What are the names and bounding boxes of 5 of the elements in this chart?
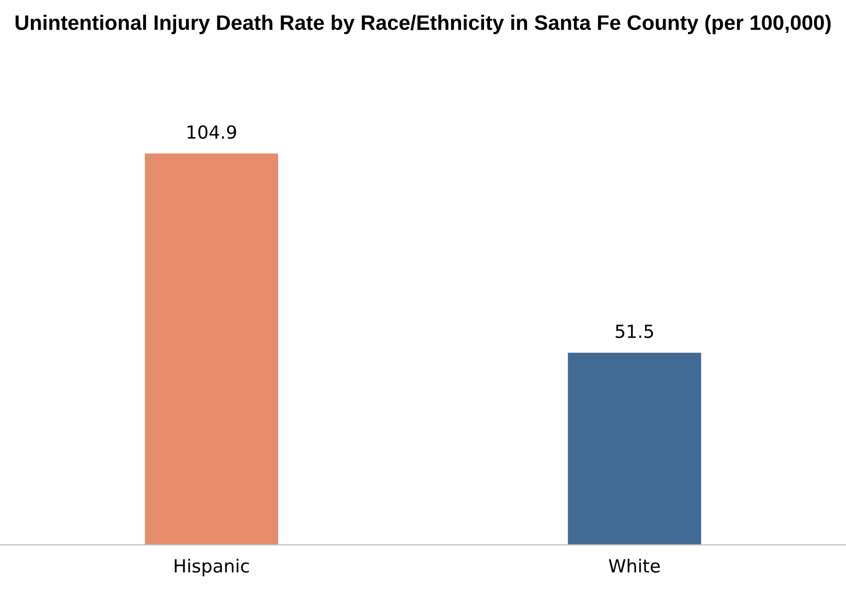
data-label: 51.5 (616, 324, 654, 338)
x-tick-label: Hispanic (174, 558, 249, 576)
data-label: 104.9 (188, 125, 236, 139)
chart-title: Unintentional Injury Death Rate by Race/Ethnicity in Santa Fe County (per 100,000) (16, 14, 831, 34)
x-tick-label: White (608, 558, 660, 573)
